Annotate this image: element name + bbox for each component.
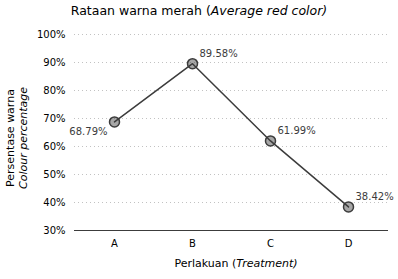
html-text:Rataan warna merah (Average re: Rataan warna merah (Average red color) xyxy=(70,3,328,18)
html-text:Perlakuan (Treatment): Perlakuan (Treatment) xyxy=(174,257,298,270)
svg-text:68.79%: 68.79% xyxy=(69,126,107,137)
svg-text:60%: 60% xyxy=(43,141,65,152)
svg-text:70%: 70% xyxy=(43,113,65,124)
svg-text:A: A xyxy=(111,238,118,249)
svg-text:38.42%: 38.42% xyxy=(356,191,394,202)
svg-text:90%: 90% xyxy=(43,57,65,68)
svg-text:30%: 30% xyxy=(43,225,65,236)
html-text:Persentase warna: Persentase warna xyxy=(4,89,17,187)
svg-text:80%: 80% xyxy=(43,85,65,96)
svg-text:C: C xyxy=(267,238,274,249)
html-text:Colour percentage: Colour percentage xyxy=(17,87,30,189)
svg-text:100%: 100% xyxy=(37,29,66,40)
svg-text:B: B xyxy=(189,238,196,249)
svg-text:50%: 50% xyxy=(43,169,65,180)
svg-text:89.58%: 89.58% xyxy=(200,48,238,59)
svg-text:61.99%: 61.99% xyxy=(278,125,316,136)
svg-text:D: D xyxy=(345,238,353,249)
svg-text:40%: 40% xyxy=(43,197,65,208)
